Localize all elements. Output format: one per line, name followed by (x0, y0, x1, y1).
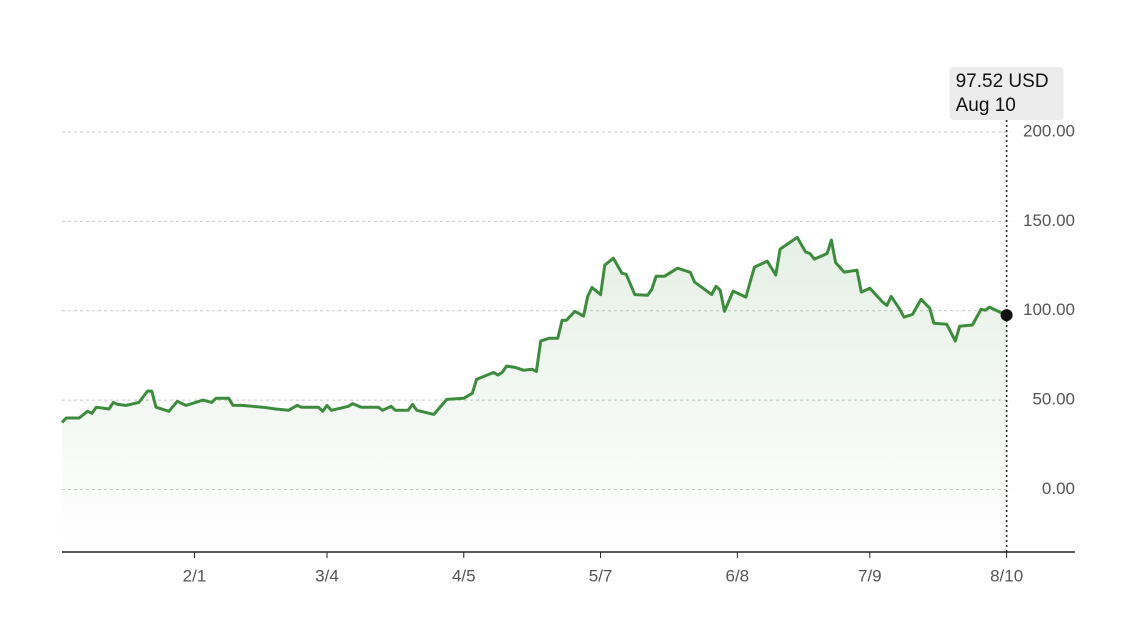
tooltip-box (949, 67, 1064, 120)
y-tick-label: 0.00 (1042, 479, 1075, 498)
tooltip-date: Aug 10 (956, 95, 1016, 116)
x-tick-label: 4/5 (452, 566, 476, 585)
y-tick-label: 50.00 (1032, 390, 1075, 409)
y-tick-label: 200.00 (1023, 121, 1075, 140)
y-tick-label: 150.00 (1023, 211, 1075, 230)
price-line (60, 235, 1008, 424)
area-fill (62, 237, 1007, 552)
last-point (1000, 309, 1013, 322)
tooltip-value: 97.52 USD (956, 71, 1049, 92)
x-tick-label: 7/9 (858, 566, 882, 585)
x-tick-label: 3/4 (315, 566, 339, 585)
x-tick-label: 8/10 (990, 566, 1023, 585)
x-tick-label: 6/8 (726, 566, 750, 585)
x-tick-label: 5/7 (589, 566, 613, 585)
x-tick-label: 2/1 (183, 566, 207, 585)
y-tick-label: 100.00 (1023, 300, 1075, 319)
